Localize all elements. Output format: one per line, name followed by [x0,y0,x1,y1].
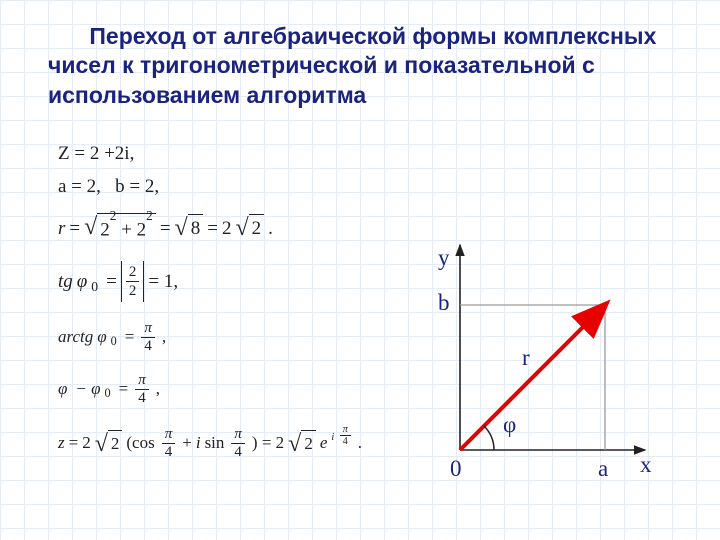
label-r: r [522,345,530,370]
label-a: a [598,456,608,481]
label-y: y [438,245,450,270]
label-b: b [438,290,450,315]
label-x: x [640,452,652,477]
complex-plane-diagram: y x b a 0 r φ [430,240,660,510]
vector-r [460,305,605,450]
label-zero: 0 [450,456,462,481]
eq-z: Z = 2 +2i, [58,138,680,170]
eq-ab: a = 2, b = 2, [58,171,680,203]
angle-arc [484,426,494,450]
page-title: Переход от алгебраической формы комплекс… [48,22,680,110]
label-phi: φ [503,412,516,437]
